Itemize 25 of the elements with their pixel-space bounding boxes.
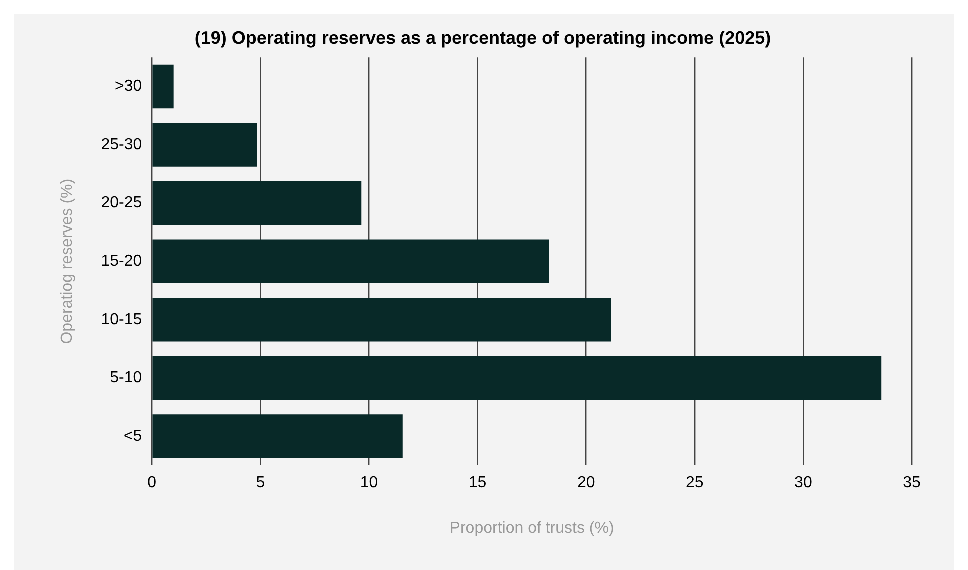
x-tick-label: 10	[360, 474, 378, 492]
bar	[152, 64, 174, 109]
bar	[152, 123, 258, 167]
y-tick-label: <5	[124, 428, 142, 445]
bar	[152, 298, 612, 342]
y-tick-label: 15-20	[101, 253, 142, 270]
x-tick-label: 20	[577, 474, 596, 492]
bar	[152, 181, 362, 226]
x-tick-label: 30	[794, 474, 812, 492]
x-tick-label: 15	[468, 474, 487, 492]
x-tick-label: 5	[256, 474, 266, 492]
y-tick-label: 10-15	[101, 311, 142, 328]
y-tick-label: >30	[114, 78, 142, 96]
y-tick-label: 5-10	[110, 370, 142, 387]
y-tick-label: 20-25	[101, 194, 142, 212]
bar	[152, 414, 403, 458]
y-tick-label: 25-30	[101, 136, 142, 154]
x-tick-label: 35	[903, 474, 921, 492]
bar	[152, 240, 550, 284]
x-tick-label: 25	[686, 474, 704, 492]
bar	[152, 356, 882, 400]
y-axis-title: Operatiog reserves (%)	[59, 178, 76, 344]
x-tick-label: 0	[148, 474, 157, 492]
chart-title: (19) Operating reserves as a percentage of operating income (2025)	[194, 28, 772, 48]
x-axis-title: Proportion of trusts (%)	[450, 520, 614, 537]
